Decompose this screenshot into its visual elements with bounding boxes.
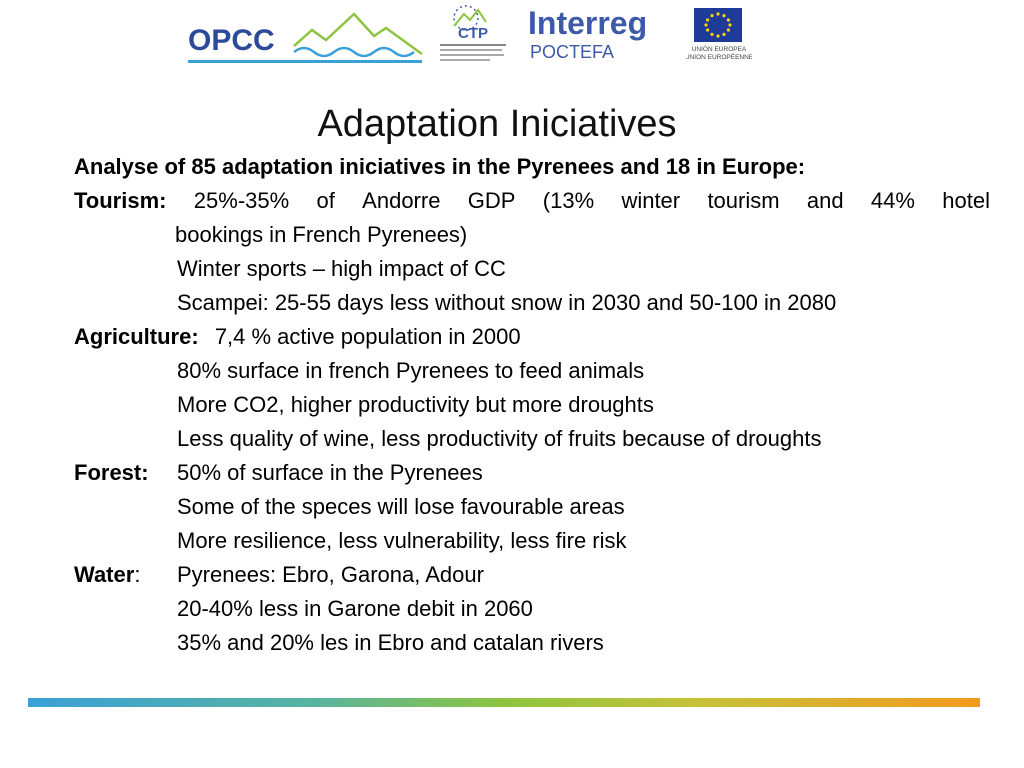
water-item: 20-40% less in Garone debit in 2060: [74, 592, 990, 626]
tourism-word: (13%: [543, 184, 594, 218]
tourism-word: of: [317, 184, 335, 218]
ctp-logo-text: CTP: [458, 25, 488, 42]
agriculture-item: More CO2, higher productivity but more d…: [74, 388, 990, 422]
poctefa-logo-text: POCTEFA: [530, 42, 614, 62]
tourism-word: GDP: [468, 184, 516, 218]
water-label-wrap: Water:: [74, 558, 177, 592]
agriculture-item: 80% surface in french Pyrenees to feed a…: [74, 354, 990, 388]
agriculture-item: Less quality of wine, less productivity …: [74, 422, 990, 456]
water-colon: :: [134, 562, 140, 587]
tourism-word: Andorre: [362, 184, 440, 218]
forest-label: Forest:: [74, 456, 177, 490]
tourism-word: and: [807, 184, 844, 218]
eu-caption-line1: UNIÓN EUROPEA: [692, 44, 747, 53]
agriculture-first-line: Agriculture: 7,4 % active population in …: [74, 320, 990, 354]
footer-gradient-bar: [28, 698, 980, 707]
tourism-word: hotel: [942, 184, 990, 218]
slide-body: Analyse of 85 adaptation iniciatives in …: [74, 150, 990, 660]
water-item: 35% and 20% les in Ebro and catalan rive…: [74, 626, 990, 660]
water-label: Water: [74, 562, 134, 587]
tourism-first-line: Tourism: 25%-35% of Andorre GDP (13% win…: [74, 184, 990, 218]
interreg-logo-text: Interreg: [528, 5, 647, 41]
agriculture-label: Agriculture:: [74, 324, 199, 349]
agriculture-first-text: 7,4 % active population in 2000: [215, 324, 521, 349]
slide-title: Adaptation Iniciatives: [0, 103, 994, 146]
ctp-logo: CTP: [436, 2, 512, 66]
forest-item: More resilience, less vulnerability, les…: [74, 524, 990, 558]
tourism-item: Winter sports – high impact of CC: [74, 252, 990, 286]
tourism-word: 44%: [871, 184, 915, 218]
tourism-item: Scampei: 25-55 days less without snow in…: [74, 286, 990, 320]
forest-item: Some of the speces will lose favourable …: [74, 490, 990, 524]
tourism-word: tourism: [707, 184, 779, 218]
forest-first-line: Forest: 50% of surface in the Pyrenees: [74, 456, 990, 490]
forest-first-text: 50% of surface in the Pyrenees: [177, 460, 483, 485]
logo-strip: OPCC CTP Interreg POCTEFA UNIÓN EUROPEA …: [0, 0, 1024, 70]
eu-caption-line2: UNION EUROPÉENNE: [686, 52, 752, 61]
opcc-logo-text: OPCC: [188, 24, 275, 57]
water-first-text: Pyrenees: Ebro, Garona, Adour: [177, 562, 484, 587]
interreg-logo: Interreg POCTEFA: [528, 4, 682, 62]
eu-flag-logo: UNIÓN EUROPEA UNION EUROPÉENNE: [686, 6, 752, 62]
tourism-label: Tourism:: [74, 184, 166, 218]
water-first-line: Water: Pyrenees: Ebro, Garona, Adour: [74, 558, 990, 592]
opcc-logo: OPCC: [186, 8, 426, 66]
tourism-word: 25%-35%: [194, 184, 289, 218]
intro-line: Analyse of 85 adaptation iniciatives in …: [74, 150, 990, 184]
tourism-continuation: bookings in French Pyrenees): [74, 218, 990, 252]
tourism-word: winter: [621, 184, 680, 218]
